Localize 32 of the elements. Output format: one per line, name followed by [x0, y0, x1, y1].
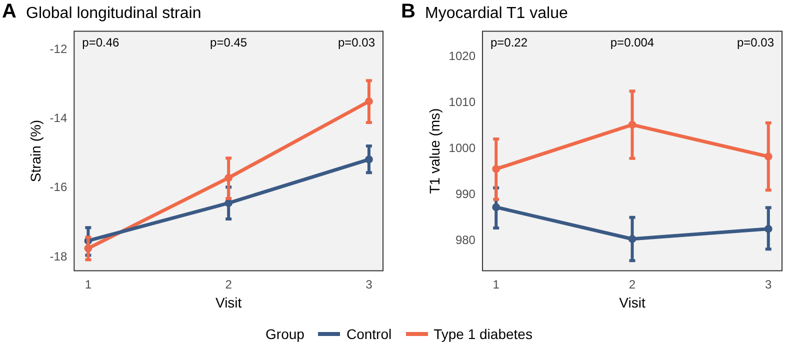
text: B — [401, 0, 416, 23]
y-axis-title: Strain (%) — [27, 120, 44, 182]
y-tick-label: -18 — [50, 249, 68, 264]
annotation: p=0.03 — [338, 36, 376, 50]
y-tick-label: -14 — [50, 110, 68, 125]
x-tick-label: 3 — [765, 277, 772, 292]
chart-title: Global longitudinal strain — [26, 5, 202, 22]
y-tick-label: 1020 — [448, 48, 476, 63]
x-tick-label: 3 — [366, 277, 373, 292]
text: A — [2, 0, 16, 23]
x-tick-label: 2 — [225, 277, 232, 292]
annotation: p=0.46 — [82, 36, 120, 50]
x-axis-title: Visit — [619, 294, 646, 310]
y-tick-label: 980 — [455, 233, 476, 248]
y-tick-label: 1010 — [448, 94, 476, 109]
legend-label: Type 1 diabetes — [434, 326, 532, 342]
annotation: p=0.22 — [490, 36, 528, 50]
x-tick-label: 1 — [84, 277, 92, 292]
x-axis-title: Visit — [215, 294, 242, 310]
y-axis-title: T1 value (ms) — [426, 108, 442, 194]
y-tick-label: -16 — [50, 180, 68, 194]
x-tick-label: 2 — [628, 277, 636, 292]
y-tick-label: 1000 — [448, 141, 476, 156]
annotation: p=0.03 — [736, 36, 774, 50]
legend-title: Group — [266, 326, 304, 342]
x-tick-label: 1 — [492, 277, 500, 292]
annotation: p=0.45 — [210, 36, 248, 50]
y-tick-label: -12 — [50, 42, 68, 56]
legend-label: Control — [346, 326, 392, 342]
chart-title: Myocardial T1 value — [425, 5, 568, 22]
annotation: p=0.004 — [610, 36, 654, 50]
y-tick-label: 990 — [455, 187, 476, 202]
